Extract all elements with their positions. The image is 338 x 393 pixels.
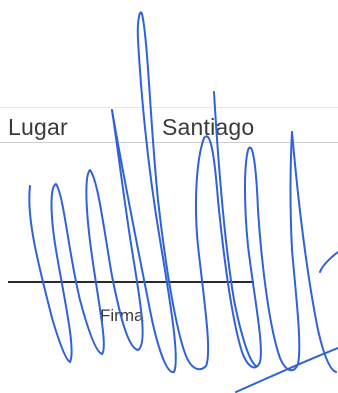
form-divider-top bbox=[0, 107, 338, 108]
signature-stroke bbox=[319, 251, 338, 273]
place-label: Lugar bbox=[8, 114, 68, 140]
signature-caption: Firma bbox=[100, 306, 144, 325]
signature-stroke bbox=[235, 347, 338, 393]
form-divider-bottom bbox=[0, 142, 338, 143]
signature-stroke bbox=[291, 131, 337, 373]
place-value: Santiago bbox=[162, 114, 255, 140]
signature-line bbox=[8, 281, 254, 283]
